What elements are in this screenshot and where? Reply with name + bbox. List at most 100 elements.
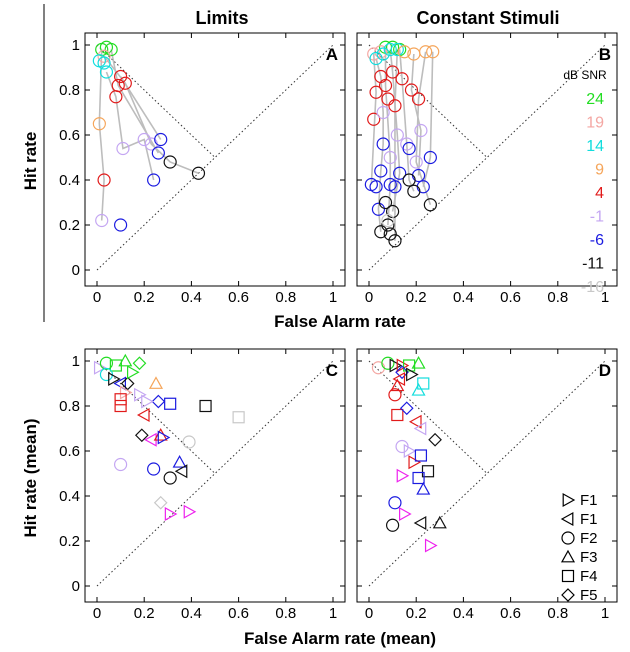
panel-d-plot: 0 0.2 0.4 0.6 0.8 1 bbox=[356, 348, 618, 622]
data-point bbox=[402, 141, 416, 156]
snr-legend-entry: 14 bbox=[586, 138, 604, 155]
data-point bbox=[408, 414, 422, 429]
x-tick-label: 1 bbox=[329, 605, 337, 622]
marker-legend-symbol bbox=[561, 531, 575, 545]
y-tick-label: 0.2 bbox=[59, 217, 80, 234]
marker-legend-symbol bbox=[561, 569, 575, 583]
x-tick-label: 0.8 bbox=[547, 605, 568, 622]
data-point bbox=[423, 198, 437, 212]
series-connector bbox=[110, 49, 160, 154]
data-point bbox=[395, 365, 409, 380]
data-point bbox=[412, 471, 425, 485]
data-point bbox=[374, 164, 388, 178]
data-point bbox=[182, 435, 196, 449]
data-point bbox=[409, 155, 423, 169]
data-point bbox=[374, 45, 388, 59]
x-tick-label: 0 bbox=[93, 605, 101, 622]
marker-legend-label: F2 bbox=[580, 530, 598, 547]
data-point bbox=[104, 42, 118, 57]
data-point bbox=[163, 471, 177, 485]
snr-legend-entry: 24 bbox=[586, 91, 604, 108]
marker-legend-symbol bbox=[561, 588, 575, 602]
data-point bbox=[151, 146, 165, 160]
series-connector bbox=[119, 76, 162, 140]
panel-a-plot: 0 0.2 0.4 0.6 0.8 1 0 0.2 0.4 0.6 0.8 1 bbox=[59, 32, 346, 306]
series-connector bbox=[398, 49, 415, 192]
y-tick-label: 0 bbox=[72, 262, 80, 279]
data-point bbox=[172, 455, 187, 468]
panel-b-plot: 0 0.2 0.4 0.6 0.8 1 bbox=[356, 32, 618, 306]
snr-legend-entry: -11 bbox=[582, 256, 604, 273]
x-axis-title-bottom: False Alarm rate (mean) bbox=[244, 629, 436, 648]
x-tick-label: 0.2 bbox=[134, 605, 155, 622]
data-point bbox=[376, 105, 390, 120]
y-axis-title-bottom: Hit rate (mean) bbox=[21, 418, 40, 537]
data-point bbox=[157, 430, 171, 445]
marker-legend-label: F1 bbox=[580, 511, 598, 528]
data-point bbox=[388, 388, 402, 402]
y-tick-label: 0 bbox=[72, 578, 80, 595]
data-point bbox=[414, 449, 428, 462]
data-point bbox=[403, 443, 417, 459]
data-point bbox=[371, 202, 386, 216]
data-point bbox=[399, 506, 412, 522]
data-point bbox=[416, 482, 431, 495]
data-point bbox=[414, 123, 428, 138]
marker-legend-symbol bbox=[560, 511, 574, 527]
data-point bbox=[381, 213, 395, 228]
x-tick-label: 0 bbox=[93, 289, 101, 306]
snr-legend-entry: -1 bbox=[590, 209, 604, 226]
x-tick-label: 0 bbox=[365, 605, 373, 622]
x-tick-label: 0.6 bbox=[500, 289, 521, 306]
data-point bbox=[395, 72, 409, 86]
y-tick-label: 0.2 bbox=[59, 533, 80, 550]
panel-letter-c: C bbox=[326, 361, 338, 380]
y-tick-label: 0.6 bbox=[59, 127, 80, 144]
data-point bbox=[126, 365, 140, 380]
series-connector bbox=[410, 53, 422, 176]
data-point bbox=[183, 504, 197, 519]
data-point bbox=[388, 180, 402, 194]
marker-legend-label: F1 bbox=[580, 492, 598, 509]
data-point bbox=[174, 464, 188, 479]
plot-frame bbox=[356, 348, 618, 603]
x-tick-label: 0.4 bbox=[181, 605, 202, 622]
data-point bbox=[408, 455, 422, 470]
data-point bbox=[426, 45, 440, 59]
panel-letter-d: D bbox=[599, 361, 611, 380]
data-point bbox=[199, 399, 212, 413]
data-point bbox=[147, 173, 161, 187]
data-point bbox=[134, 428, 149, 443]
data-point bbox=[386, 65, 400, 79]
x-tick-label: 0.6 bbox=[500, 605, 521, 622]
y-axis-title-top: Hit rate bbox=[21, 132, 40, 191]
column-title-limits: Limits bbox=[195, 8, 248, 28]
data-point bbox=[383, 227, 397, 241]
plot-frame bbox=[356, 32, 618, 287]
snr-legend-entry: -6 bbox=[590, 232, 604, 249]
data-point bbox=[136, 407, 150, 423]
data-point bbox=[413, 421, 427, 436]
data-point bbox=[113, 69, 128, 84]
data-point bbox=[432, 515, 447, 529]
y-tick-label: 0.6 bbox=[59, 443, 80, 460]
data-point bbox=[391, 408, 404, 422]
data-point bbox=[93, 360, 107, 375]
data-point bbox=[376, 47, 390, 61]
x-tick-label: 0.4 bbox=[453, 605, 474, 622]
data-point bbox=[151, 394, 166, 409]
data-point bbox=[118, 76, 132, 90]
data-point bbox=[141, 394, 154, 409]
data-point bbox=[148, 376, 164, 389]
panel-c-plot: 0 0.2 0.4 0.6 0.8 1 0 0.2 0.4 0.6 0.8 1 bbox=[59, 348, 346, 622]
data-point bbox=[113, 218, 128, 232]
x-tick-label: 0.8 bbox=[547, 289, 568, 306]
data-point bbox=[163, 155, 177, 169]
data-point bbox=[95, 213, 109, 228]
data-point bbox=[154, 132, 168, 147]
y-tick-label: 0.4 bbox=[59, 488, 80, 505]
data-point bbox=[423, 150, 437, 165]
x-tick-label: 0.2 bbox=[406, 289, 427, 306]
marker-legend-symbol bbox=[562, 492, 576, 508]
data-point bbox=[402, 173, 416, 187]
